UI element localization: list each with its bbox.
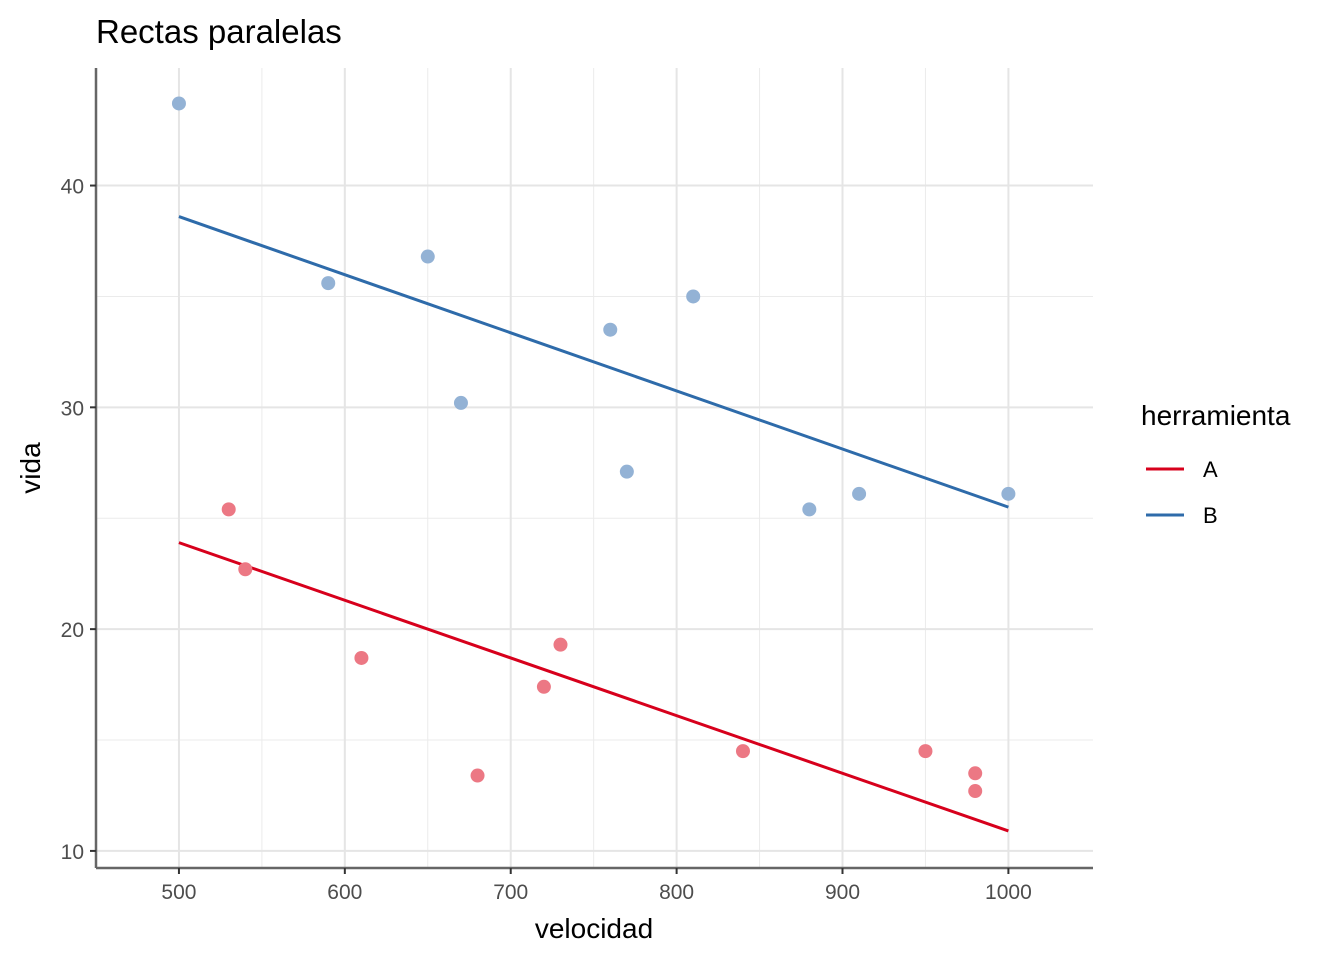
data-point-A [553,637,568,652]
x-tick-label: 1000 [985,881,1032,904]
fit-line-A [178,541,1009,833]
legend-label-B: B [1203,503,1218,528]
fit-line-B [178,215,1009,509]
data-point-B [603,322,618,337]
y-tick-label: 40 [61,176,84,199]
chart-title: Rectas paralelas [96,13,342,50]
data-point-A [221,502,236,517]
data-point-B [420,249,435,264]
x-tick-label: 700 [493,881,528,904]
data-point-B [171,96,186,111]
legend-title: herramienta [1141,400,1291,431]
data-point-B [453,395,468,410]
data-point-B [802,502,817,517]
y-tick-label: 10 [61,841,84,864]
data-point-B [619,464,634,479]
data-point-A [354,650,369,665]
data-point-A [238,562,253,577]
y-axis-label: vida [15,442,46,494]
fit-lines [178,215,1009,833]
x-tick-label: 600 [327,881,362,904]
data-point-A [735,744,750,759]
data-point-A [968,784,983,799]
legend: herramienta AB [1141,400,1291,528]
axes: 500 600 700 800 900 1000 10 20 30 40 [61,68,1093,904]
x-tick-label: 500 [161,881,196,904]
data-point-A [918,744,933,759]
x-tick-label: 800 [659,881,694,904]
data-points [171,96,1016,799]
data-point-B [852,486,867,501]
data-point-B [686,289,701,304]
data-point-B [1001,486,1016,501]
x-tick-label: 900 [825,881,860,904]
data-point-A [536,679,551,694]
data-point-A [968,766,983,781]
data-point-A [470,768,485,783]
legend-label-A: A [1203,457,1218,482]
y-tick-label: 20 [61,619,84,642]
data-point-B [321,276,336,291]
grid [96,68,1093,868]
y-tick-label: 30 [61,397,84,420]
x-axis-label: velocidad [535,913,653,944]
